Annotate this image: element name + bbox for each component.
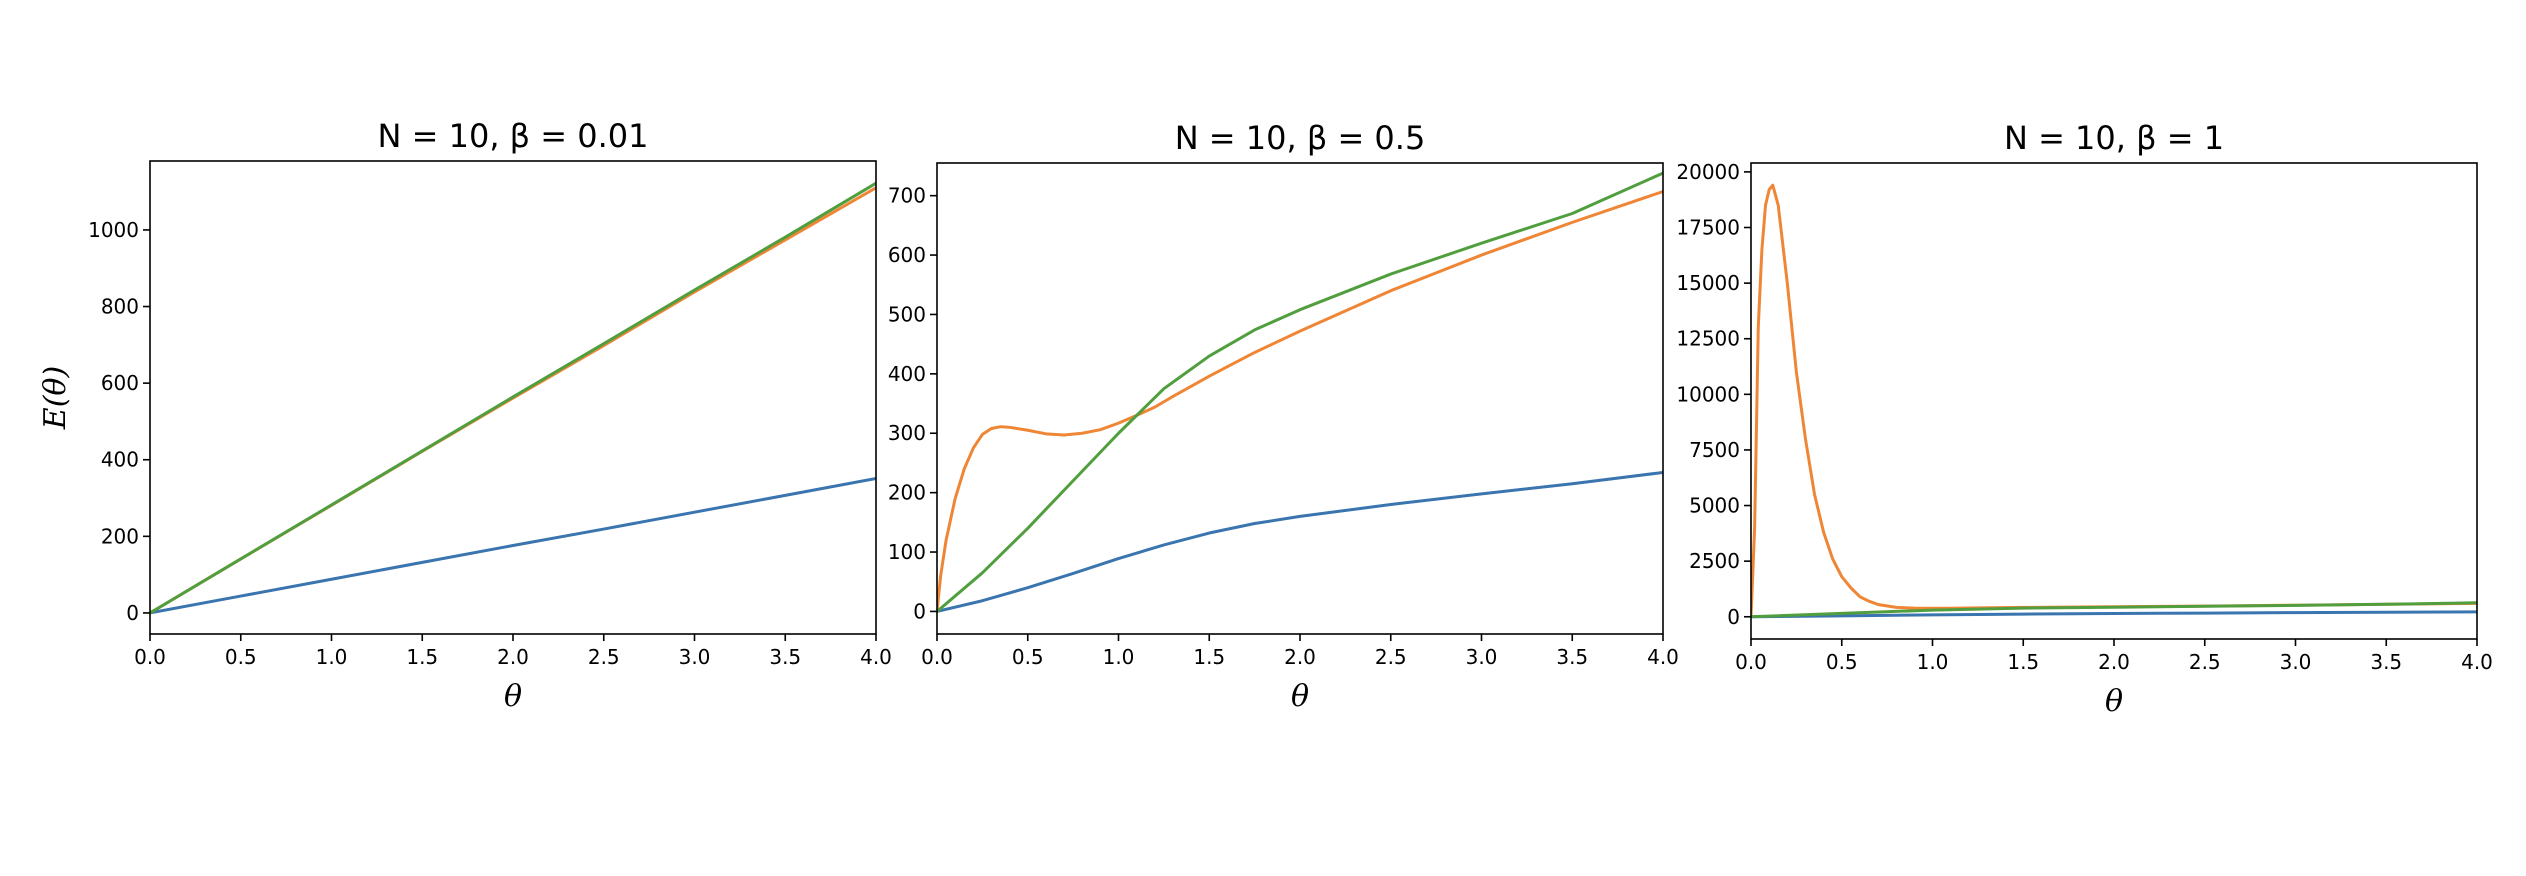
y-tick-label: 1000 (88, 218, 139, 242)
series-line-2 (1751, 183, 2477, 619)
x-tick-label: 0.5 (1826, 650, 1858, 674)
series-line-3 (150, 181, 876, 615)
subplot-title: N = 10, β = 0.01 (378, 117, 649, 155)
x-tick-label: 0.0 (921, 645, 953, 669)
y-tick-label: 300 (888, 421, 926, 445)
x-tick-label: 0.0 (1735, 650, 1767, 674)
series-line-1 (1751, 610, 2477, 619)
x-tick-label: 2.5 (2189, 650, 2221, 674)
x-tick-label: 4.0 (860, 645, 892, 669)
y-tick-label: 400 (888, 362, 926, 386)
y-tick-label: 100 (888, 540, 926, 564)
x-tick-label: 1.0 (1917, 650, 1949, 674)
subplot-title: N = 10, β = 0.5 (1175, 119, 1426, 157)
y-tick-label: 0 (126, 601, 139, 625)
x-tick-label: 2.5 (588, 645, 620, 669)
y-tick-label: 0 (1727, 605, 1740, 629)
y-tick-label: 400 (101, 448, 139, 472)
y-tick-label: 17500 (1676, 216, 1740, 240)
y-tick-label: 12500 (1676, 327, 1740, 351)
x-tick-label: 1.5 (406, 645, 438, 669)
y-tick-label: 600 (888, 243, 926, 267)
x-tick-label: 3.0 (1466, 645, 1498, 669)
x-tick-label: 2.0 (2098, 650, 2130, 674)
x-tick-label: 1.5 (1193, 645, 1225, 669)
y-tick-label: 200 (101, 524, 139, 548)
x-tick-label: 3.0 (2280, 650, 2312, 674)
x-tick-label: 3.5 (1556, 645, 1588, 669)
x-tick-label: 1.0 (316, 645, 348, 669)
x-tick-label: 2.0 (497, 645, 529, 669)
subplot-title: N = 10, β = 1 (2004, 119, 2224, 157)
series-line-3 (1751, 601, 2477, 619)
x-tick-label: 0.5 (225, 645, 257, 669)
axes-frame (1750, 162, 2478, 640)
y-tick-label: 0 (913, 599, 926, 623)
x-axis-label: θ (504, 679, 522, 714)
x-tick-label: 4.0 (1647, 645, 1679, 669)
y-tick-label: 2500 (1689, 549, 1740, 573)
y-tick-label: 800 (101, 295, 139, 319)
subplot-beta-0.01: 0.0 0.5 1.0 1.5 2.0 2.5 3.0 3.5 4.0 0 200 400 600 800… (38, 117, 892, 714)
subplot-beta-0.5: 0.0 0.5 1.0 1.5 2.0 2.5 3.0 3.5 4.0 0 100 200 300 400… (888, 119, 1679, 714)
x-tick-label: 4.0 (2461, 650, 2493, 674)
y-tick-label: 15000 (1676, 271, 1740, 295)
series-line-1 (150, 477, 876, 615)
axes-frame (936, 162, 1664, 635)
y-tick-label: 5000 (1689, 494, 1740, 518)
x-tick-label: 2.0 (1284, 645, 1316, 669)
series-line-1 (937, 470, 1663, 613)
series-line-3 (937, 171, 1663, 613)
x-axis-label: θ (1291, 679, 1309, 714)
x-tick-label: 2.5 (1375, 645, 1407, 669)
subplot-beta-1: 0.0 0.5 1.0 1.5 2.0 2.5 3.0 3.5 4.0 0 2500 5000 7500… (1676, 119, 2493, 719)
x-tick-label: 1.0 (1103, 645, 1135, 669)
x-tick-label: 3.0 (679, 645, 711, 669)
x-tick-label: 3.5 (769, 645, 801, 669)
y-axis-label: E(θ) (38, 366, 73, 430)
y-tick-label: 20000 (1676, 160, 1740, 184)
y-tick-label: 7500 (1689, 438, 1740, 462)
x-axis-label: θ (2105, 684, 2123, 719)
x-tick-label: 0.0 (134, 645, 166, 669)
x-tick-label: 1.5 (2007, 650, 2039, 674)
y-tick-label: 10000 (1676, 382, 1740, 406)
y-tick-label: 200 (888, 481, 926, 505)
y-tick-label: 700 (888, 184, 926, 208)
x-tick-label: 0.5 (1012, 645, 1044, 669)
series-line-2 (937, 190, 1663, 613)
y-tick-label: 600 (101, 371, 139, 395)
x-tick-label: 3.5 (2370, 650, 2402, 674)
y-tick-label: 500 (888, 302, 926, 326)
